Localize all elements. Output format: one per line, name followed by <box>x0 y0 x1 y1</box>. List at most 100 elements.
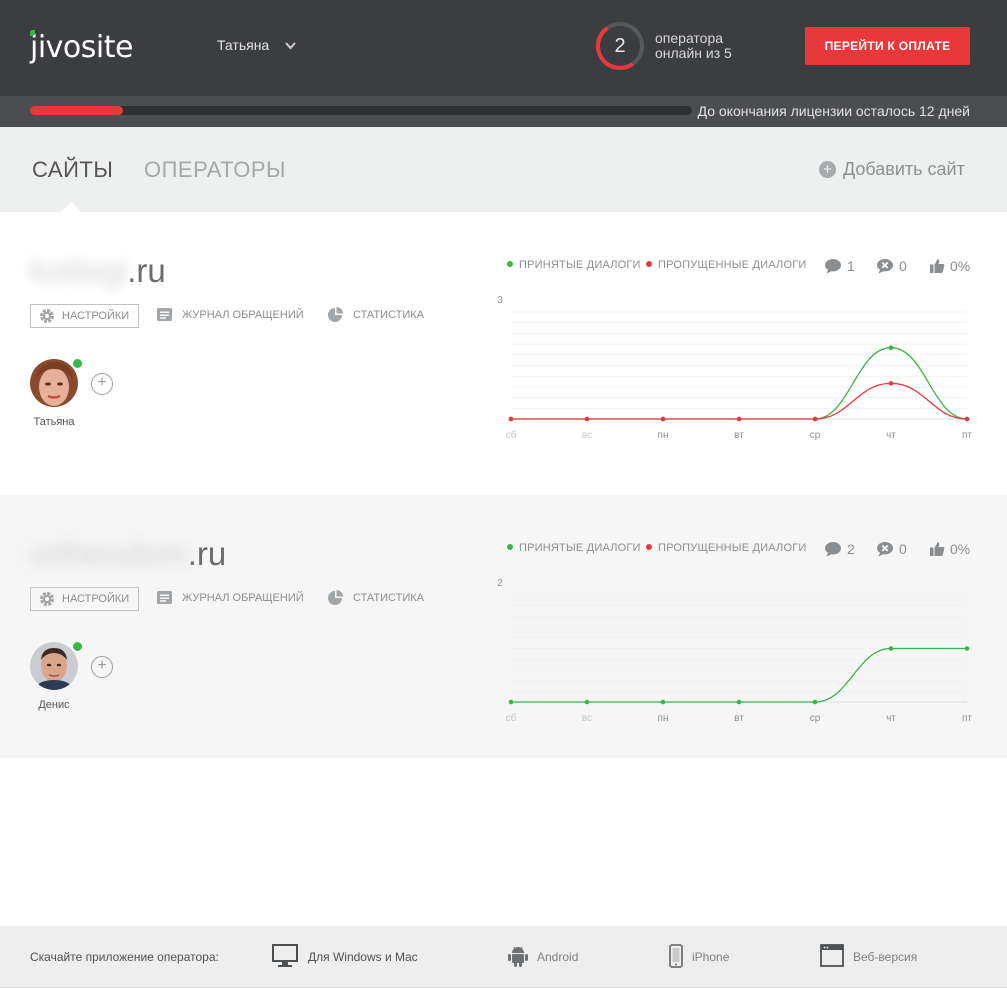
settings-button[interactable]: НАСТРОЙКИ <box>30 304 139 328</box>
add-site-button[interactable]: + Добавить сайт <box>819 159 965 180</box>
desktop-monitor-icon <box>272 944 298 967</box>
add-operator-button[interactable]: + <box>91 656 113 678</box>
online-status-dot <box>72 358 83 369</box>
stat-rating-value: 0% <box>950 258 971 274</box>
site-name-hidden: kottegi <box>30 252 128 289</box>
x-tick-label: вс <box>582 713 592 724</box>
data-point <box>736 699 742 705</box>
logo[interactable]: jivosite <box>30 30 133 65</box>
data-point <box>888 345 894 350</box>
chat-bubble-icon <box>825 259 841 274</box>
site-row: ortheodom.ru НАСТРОЙКИ ЖУРНАЛ ОБРАЩЕНИЙ … <box>0 495 1007 758</box>
user-menu[interactable]: Татьяна <box>217 37 296 53</box>
add-site-label: Добавить сайт <box>843 159 965 179</box>
android-icon <box>508 946 528 967</box>
series-line <box>510 382 968 420</box>
license-progress-fill <box>30 106 123 115</box>
download-iphone[interactable]: iPhone <box>668 944 730 968</box>
x-tick-label: вт <box>734 430 744 441</box>
pie-chart-icon <box>328 307 343 322</box>
online-status-dot <box>72 641 83 652</box>
stat-chats: 2 <box>824 541 855 557</box>
stat-missed-value: 0 <box>899 258 907 274</box>
legend-dot-accepted <box>507 261 513 267</box>
logo-text: jivosite <box>30 30 133 65</box>
data-point <box>964 416 970 422</box>
license-bar: До окончания лицензии осталось 12 дней <box>0 96 1007 127</box>
legend-dot-accepted <box>507 544 513 550</box>
operator-photo <box>30 359 78 407</box>
missed-chat-icon <box>877 542 893 557</box>
download-android[interactable]: Android <box>507 946 579 967</box>
x-tick-label: пт <box>962 713 972 724</box>
plus-circle-icon: + <box>819 161 836 178</box>
site-name-suffix: .ru <box>127 252 166 289</box>
stat-rating-value: 0% <box>950 541 971 557</box>
stat-missed: 0 <box>876 541 907 557</box>
data-point <box>736 416 742 422</box>
statistics-link[interactable]: СТАТИСТИКА <box>328 307 424 322</box>
x-tick-label: сб <box>506 429 517 441</box>
legend-accepted-label: ПРИНЯТЫЕ ДИАЛОГИ <box>519 542 641 554</box>
windows-mac-label: Для Windows и Mac <box>308 950 418 964</box>
settings-label: НАСТРОЙКИ <box>62 593 130 605</box>
legend-dot-missed <box>646 544 652 550</box>
operator-avatar[interactable] <box>30 359 78 407</box>
settings-button[interactable]: НАСТРОЙКИ <box>30 587 139 611</box>
journal-link[interactable]: ЖУРНАЛ ОБРАЩЕНИЙ <box>157 308 304 321</box>
operator-photo <box>30 642 78 690</box>
settings-label: НАСТРОЙКИ <box>62 310 130 322</box>
statistics-link[interactable]: СТАТИСТИКА <box>328 590 424 605</box>
dialogs-chart: 3 сб вс пн вт ср чт пт <box>497 295 972 441</box>
license-remaining-text: До окончания лицензии осталось 12 дней <box>697 103 970 119</box>
logo-leaf-icon <box>30 30 35 36</box>
site-name-hidden: ortheodom <box>30 535 188 572</box>
site-row: kottegi.ru НАСТРОЙКИ ЖУРНАЛ ОБРАЩЕНИЙ СТ… <box>0 212 1007 475</box>
legend-missed-label: ПРОПУЩЕННЫЕ ДИАЛОГИ <box>658 542 807 554</box>
android-label: Android <box>537 950 579 964</box>
x-tick-label: ср <box>810 713 821 724</box>
x-tick-label: сб <box>506 712 517 724</box>
stat-missed: 0 <box>876 258 907 274</box>
download-footer: Скачайте приложение оператора: Для Windo… <box>0 926 1007 988</box>
data-point <box>508 416 514 422</box>
journal-link[interactable]: ЖУРНАЛ ОБРАЩЕНИЙ <box>157 591 304 604</box>
tab-sites[interactable]: САЙТЫ <box>32 157 114 182</box>
browser-window-icon <box>820 944 844 967</box>
x-tick-label: чт <box>886 430 896 441</box>
download-windows-mac[interactable]: Для Windows и Mac <box>272 944 418 967</box>
data-point <box>964 646 970 651</box>
web-version[interactable]: Веб-версия <box>820 944 918 967</box>
chat-bubble-icon <box>825 542 841 557</box>
legend-accepted: ПРИНЯТЫЕ ДИАЛОГИ <box>507 259 641 271</box>
web-version-label: Веб-версия <box>853 950 918 964</box>
tab-operators[interactable]: ОПЕРАТОРЫ <box>144 157 286 182</box>
stat-rating: 0% <box>929 541 970 557</box>
x-tick-label: вт <box>734 713 744 724</box>
x-tick-label: вс <box>582 430 592 441</box>
go-to-payment-button[interactable]: ПЕРЕЙТИ К ОПЛАТЕ <box>805 27 970 65</box>
operator-avatar[interactable] <box>30 642 78 690</box>
journal-label: ЖУРНАЛ ОБРАЩЕНИЙ <box>182 309 304 321</box>
legend-accepted: ПРИНЯТЫЕ ДИАЛОГИ <box>507 542 641 554</box>
operators-online-ring <box>596 22 644 70</box>
x-tick-label: ср <box>810 430 821 441</box>
site-name[interactable]: kottegi.ru <box>30 252 166 290</box>
data-point <box>660 699 666 705</box>
data-point <box>508 699 514 705</box>
main-tabs: САЙТЫ ОПЕРАТОРЫ + Добавить сайт <box>0 127 1007 212</box>
legend-missed: ПРОПУЩЕННЫЕ ДИАЛОГИ <box>646 259 807 271</box>
y-tick-label: 3 <box>497 295 503 306</box>
iphone-icon <box>669 944 683 968</box>
legend-accepted-label: ПРИНЯТЫЕ ДИАЛОГИ <box>519 259 641 271</box>
operators-label-line2: онлайн из 5 <box>655 45 732 61</box>
site-name[interactable]: ortheodom.ru <box>30 535 226 573</box>
stat-chats: 1 <box>824 258 855 274</box>
operators-online-count: 2 <box>614 35 626 57</box>
x-tick-label: пн <box>658 430 669 441</box>
stat-missed-value: 0 <box>899 541 907 557</box>
iphone-label: iPhone <box>692 950 730 964</box>
add-operator-button[interactable]: + <box>91 373 113 395</box>
thumbs-up-icon <box>930 542 945 556</box>
operators-online-label: оператора онлайн из 5 <box>655 31 732 61</box>
